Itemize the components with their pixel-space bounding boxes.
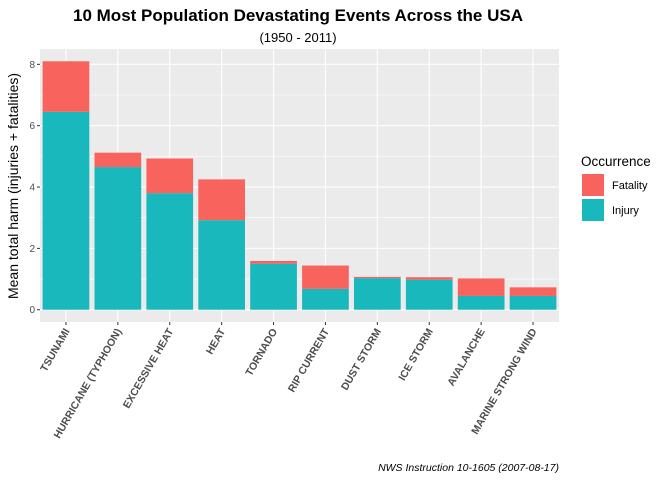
legend-label-fatality: Fatality xyxy=(612,180,648,192)
bars xyxy=(42,61,557,310)
x-tick-label: DUST STORM xyxy=(339,326,384,392)
legend: Occurrence Fatality Injury xyxy=(581,154,651,221)
chart-title: 10 Most Population Devastating Events Ac… xyxy=(73,6,523,25)
bar-injury xyxy=(250,263,297,310)
bar-fatality xyxy=(146,158,194,194)
x-tick-label: TSUNAMI xyxy=(38,326,72,373)
y-axis-ticks: 0 2 4 6 8 xyxy=(29,60,40,316)
bar-fatality xyxy=(250,260,297,264)
chart-subtitle: (1950 - 2011) xyxy=(259,30,336,45)
bar-injury xyxy=(146,193,194,310)
chart-caption: NWS Instruction 10-1605 (2007-08-17) xyxy=(378,462,559,474)
legend-label-injury: Injury xyxy=(612,205,639,217)
bar-fatality xyxy=(457,278,505,296)
x-tick-label: RIP CURRENT xyxy=(286,326,332,394)
y-tick-label: 2 xyxy=(29,244,35,255)
y-tick-label: 0 xyxy=(29,305,35,316)
x-tick-label: HEAT xyxy=(204,326,229,357)
bar-injury xyxy=(94,167,142,310)
legend-swatch-fatality xyxy=(582,174,604,196)
y-tick-label: 8 xyxy=(29,60,35,71)
y-axis-label: Mean total harm (injuries + fatalities) xyxy=(5,73,21,299)
bar-injury xyxy=(353,278,401,310)
bar-injury xyxy=(457,295,505,310)
x-tick-label: EXCESSIVE HEAT xyxy=(121,326,177,411)
bar-fatality xyxy=(405,277,453,280)
bar-fatality xyxy=(509,287,557,296)
bar-fatality xyxy=(353,276,401,279)
bar-fatality xyxy=(302,265,349,289)
bar-injury xyxy=(405,279,453,310)
x-tick-label: ICE STORM xyxy=(396,326,436,383)
bar-injury xyxy=(42,111,90,310)
bar-fatality xyxy=(198,179,246,221)
x-tick-label: TORNADO xyxy=(243,327,280,379)
bar-injury xyxy=(302,288,349,310)
bar-injury xyxy=(509,295,557,310)
bar-fatality xyxy=(42,61,90,112)
bar-fatality xyxy=(94,152,142,168)
y-tick-label: 4 xyxy=(29,183,35,194)
y-tick-label: 6 xyxy=(29,121,35,132)
bar-injury xyxy=(198,220,246,310)
x-tick-label: AVALANCHE xyxy=(445,327,488,389)
legend-title: Occurrence xyxy=(581,154,651,169)
legend-swatch-injury xyxy=(582,199,604,221)
